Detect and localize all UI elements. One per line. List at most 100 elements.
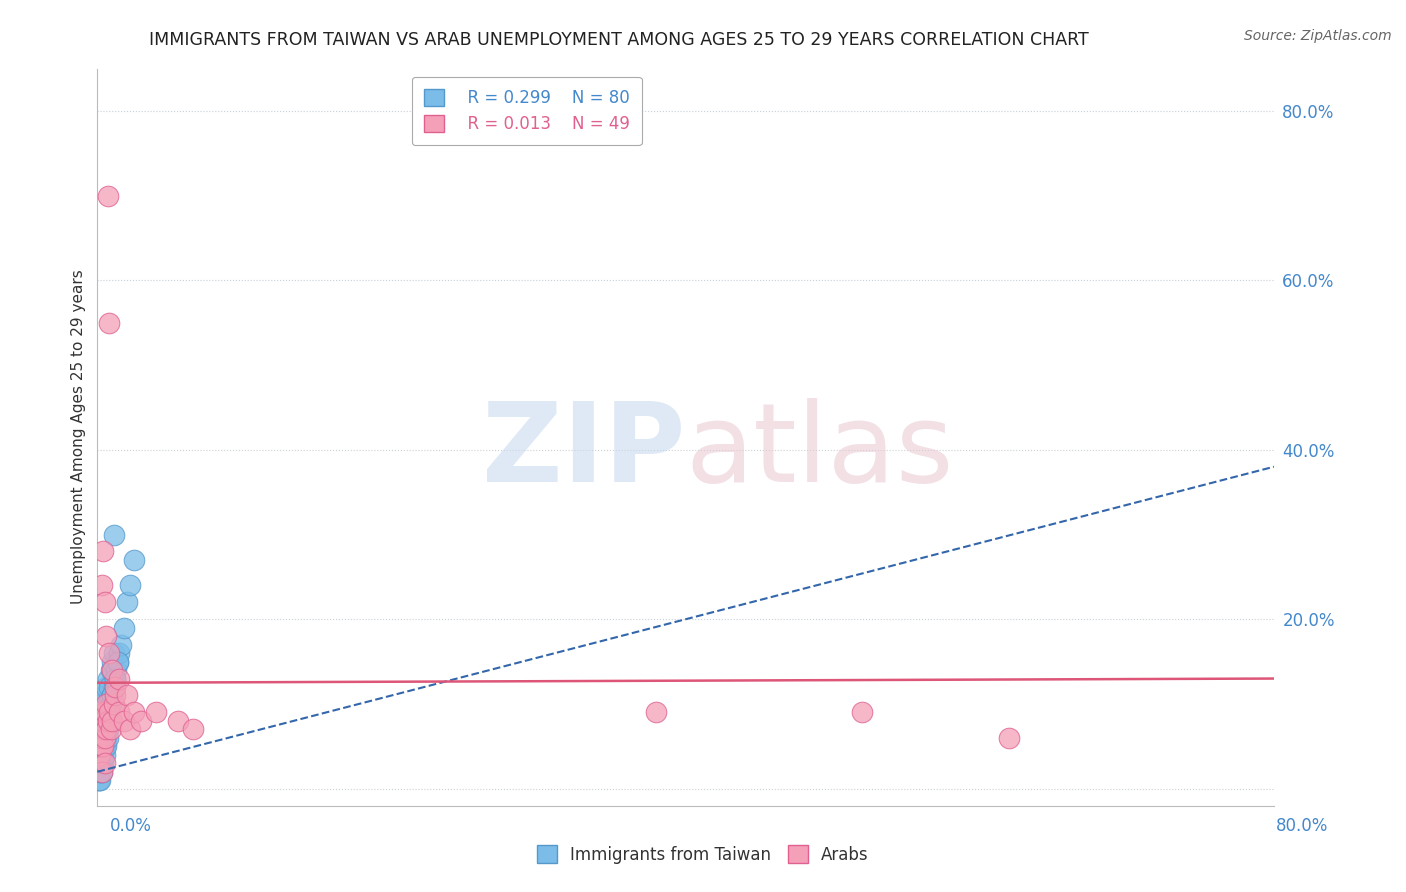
Point <box>96 680 118 694</box>
Point <box>89 747 111 762</box>
Point <box>89 747 111 762</box>
Point <box>89 731 111 745</box>
Point <box>108 672 131 686</box>
Point <box>87 731 110 745</box>
Point <box>90 739 112 754</box>
Point <box>122 706 145 720</box>
Point <box>90 723 112 737</box>
Point <box>98 646 121 660</box>
Point <box>145 706 167 720</box>
Point <box>89 747 111 762</box>
Point <box>96 731 118 745</box>
Point <box>101 714 124 728</box>
Point <box>87 756 110 771</box>
Point <box>645 706 668 720</box>
Point <box>97 714 120 728</box>
Point <box>100 714 122 728</box>
Point <box>851 706 873 720</box>
Point <box>89 723 111 737</box>
Point <box>90 731 112 745</box>
Point <box>100 697 122 711</box>
Point <box>90 764 112 779</box>
Point <box>89 706 111 720</box>
Point <box>89 739 111 754</box>
Point <box>104 689 127 703</box>
Legend: Immigrants from Taiwan, Arabs: Immigrants from Taiwan, Arabs <box>530 838 876 871</box>
Point <box>87 739 110 754</box>
Point <box>89 756 111 771</box>
Point <box>98 706 121 720</box>
Point <box>90 723 112 737</box>
Point <box>89 764 111 779</box>
Point <box>91 739 114 754</box>
Point <box>104 680 127 694</box>
Point <box>90 697 112 711</box>
Point <box>91 756 114 771</box>
Point <box>91 731 114 745</box>
Point <box>89 773 111 788</box>
Point <box>87 731 110 745</box>
Point <box>87 773 110 788</box>
Point <box>101 689 124 703</box>
Point <box>118 578 141 592</box>
Point <box>97 723 120 737</box>
Y-axis label: Unemployment Among Ages 25 to 29 years: Unemployment Among Ages 25 to 29 years <box>72 269 86 605</box>
Point <box>100 723 122 737</box>
Point <box>87 747 110 762</box>
Point <box>103 646 125 660</box>
Point <box>93 723 115 737</box>
Point <box>93 723 115 737</box>
Point <box>89 731 111 745</box>
Point <box>93 731 115 745</box>
Point <box>89 756 111 771</box>
Point <box>122 553 145 567</box>
Point <box>87 747 110 762</box>
Point <box>96 697 118 711</box>
Point <box>97 714 120 728</box>
Point <box>89 764 111 779</box>
Point <box>96 739 118 754</box>
Point <box>131 714 153 728</box>
Point <box>96 723 118 737</box>
Point <box>112 621 135 635</box>
Point <box>96 714 118 728</box>
Point <box>89 714 111 728</box>
Text: IMMIGRANTS FROM TAIWAN VS ARAB UNEMPLOYMENT AMONG AGES 25 TO 29 YEARS CORRELATIO: IMMIGRANTS FROM TAIWAN VS ARAB UNEMPLOYM… <box>149 31 1088 49</box>
Point <box>87 773 110 788</box>
Point <box>91 747 114 762</box>
Point <box>90 714 112 728</box>
Text: Source: ZipAtlas.com: Source: ZipAtlas.com <box>1244 29 1392 43</box>
Point <box>90 747 112 762</box>
Point <box>100 697 122 711</box>
Point <box>93 689 115 703</box>
Point <box>115 595 138 609</box>
Point <box>89 723 111 737</box>
Point <box>98 706 121 720</box>
Point <box>115 689 138 703</box>
Point <box>89 706 111 720</box>
Point <box>98 706 121 720</box>
Point <box>87 723 110 737</box>
Point <box>97 188 120 202</box>
Point <box>101 663 124 677</box>
Legend:   R = 0.299    N = 80,   R = 0.013    N = 49: R = 0.299 N = 80, R = 0.013 N = 49 <box>412 77 641 145</box>
Point <box>98 316 121 330</box>
Point <box>998 731 1021 745</box>
Point <box>87 739 110 754</box>
Point <box>87 723 110 737</box>
Point <box>103 527 125 541</box>
Point <box>97 672 120 686</box>
Point <box>93 706 115 720</box>
Point <box>103 680 125 694</box>
Point <box>104 672 127 686</box>
Point <box>93 706 115 720</box>
Point <box>91 714 114 728</box>
Point <box>93 731 115 745</box>
Point <box>90 756 112 771</box>
Point <box>107 655 129 669</box>
Point <box>91 714 114 728</box>
Point <box>89 739 111 754</box>
Point <box>90 739 112 754</box>
Point <box>96 723 118 737</box>
Point <box>104 672 127 686</box>
